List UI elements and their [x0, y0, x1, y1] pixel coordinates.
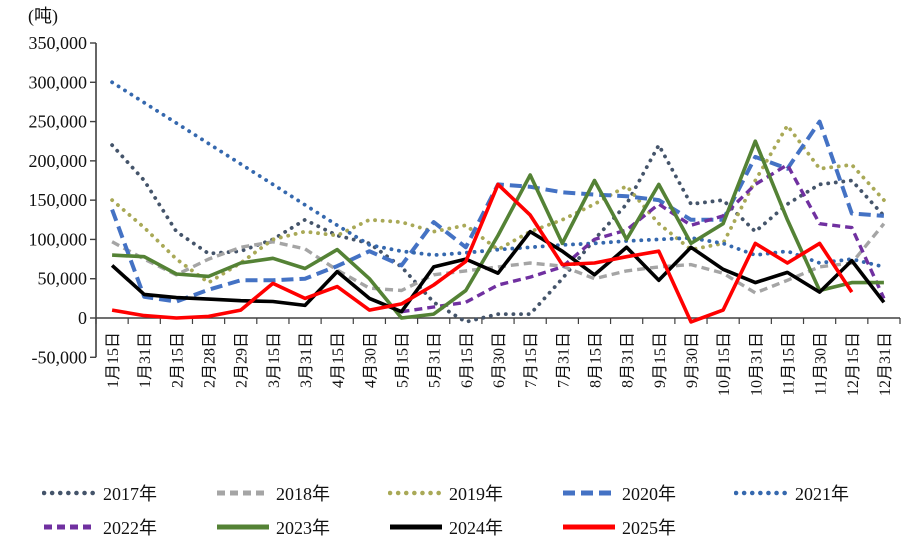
legend-label: 2024年	[449, 518, 503, 538]
series-line-2018	[111, 222, 886, 295]
legend: 2017年 2018年 2019年 2020年 2021年 2022年 2023年 2024年…	[42, 476, 902, 544]
series-line-2019	[110, 123, 886, 285]
x-category-label: 5月15日	[395, 332, 412, 388]
x-category-label: 9月15日	[652, 332, 669, 388]
legend-marker-2019	[388, 490, 444, 496]
x-category-label: 2月29日	[234, 332, 251, 388]
y-tick-label: 150,000	[29, 190, 88, 210]
x-category-label: 6月15日	[459, 332, 476, 388]
x-category-label: 10月15日	[716, 332, 733, 396]
unit-label: (吨)	[28, 6, 58, 26]
line-chart: 350,000 300,000 250,000 200,000 150,000 100,0…	[29, 33, 901, 396]
legend-label: 2018年	[276, 484, 330, 504]
x-category-label: 5月31日	[427, 332, 444, 388]
y-tick-label: 250,000	[29, 112, 88, 132]
x-category-label: 12月15日	[845, 332, 862, 396]
legend-item-2019: 2019年	[388, 480, 561, 506]
x-category-label: 7月15日	[523, 332, 540, 388]
y-tick-label: 0	[78, 308, 87, 328]
series-line-2017	[110, 143, 886, 324]
legend-marker-2022	[44, 524, 96, 530]
chart-canvas: 350,000 300,000 250,000 200,000 150,000 100,0…	[29, 33, 901, 396]
legend-item-2024: 2024年	[388, 514, 561, 540]
legend-row: 2022年 2023年 2024年 2025年	[42, 510, 902, 544]
x-category-label: 11月30日	[813, 332, 830, 395]
y-tick-label: -50,000	[32, 347, 88, 367]
series-line-2025	[111, 182, 854, 324]
x-category-label: 2月28日	[202, 332, 219, 388]
legend-label: 2023年	[276, 518, 330, 538]
x-category-label: 12月31日	[877, 332, 894, 396]
series-line-2023	[112, 139, 884, 320]
y-tick-label: 100,000	[29, 229, 88, 249]
legend-label: 2017年	[103, 484, 157, 504]
x-category-label: 1月15日	[105, 332, 122, 388]
x-category-label: 3月31日	[298, 332, 315, 388]
x-category-label: 8月31日	[620, 332, 637, 388]
legend-marker-2023	[217, 524, 269, 530]
legend-marker-2020	[563, 490, 615, 496]
x-category-label: 4月30日	[362, 332, 379, 388]
x-category-label: 8月15日	[587, 332, 604, 388]
legend-marker-2018	[217, 490, 269, 496]
y-tick-label: 350,000	[29, 33, 88, 53]
legend-item-2020: 2020年	[561, 480, 734, 506]
x-category-label: 4月15日	[330, 332, 347, 388]
legend-label: 2021年	[795, 484, 849, 504]
legend-item-2021: 2021年	[734, 480, 906, 506]
x-category-label: 7月31日	[555, 332, 572, 388]
legend-item-2018: 2018年	[215, 480, 388, 506]
legend-marker-2025	[563, 524, 615, 530]
legend-marker-2017	[42, 490, 98, 496]
x-category-label: 2月15日	[169, 332, 186, 388]
x-category-label: 9月30日	[684, 332, 701, 388]
x-category-label: 11月15日	[780, 332, 797, 395]
legend-item-2017: 2017年	[42, 480, 215, 506]
y-tick-label: 50,000	[38, 269, 88, 289]
legend-label: 2025年	[622, 518, 676, 538]
legend-marker-2021	[734, 490, 790, 496]
series-line-2021	[110, 80, 886, 269]
x-category-label: 6月30日	[491, 332, 508, 388]
y-tick-label: 300,000	[29, 72, 88, 92]
legend-marker-2024	[390, 524, 442, 530]
x-category-label: 3月15日	[266, 332, 283, 388]
x-category-label: 10月31日	[748, 332, 765, 396]
legend-item-2023: 2023年	[215, 514, 388, 540]
legend-item-2025: 2025年	[561, 514, 734, 540]
x-category-label: 1月31日	[137, 332, 154, 388]
y-tick-label: 200,000	[29, 151, 88, 171]
legend-label: 2019年	[449, 484, 503, 504]
series-line-2024	[110, 229, 886, 314]
legend-label: 2022年	[103, 518, 157, 538]
legend-row: 2017年 2018年 2019年 2020年 2021年	[42, 476, 902, 510]
legend-item-2022: 2022年	[42, 514, 215, 540]
series-line-2022	[401, 163, 886, 314]
legend-label: 2020年	[622, 484, 676, 504]
